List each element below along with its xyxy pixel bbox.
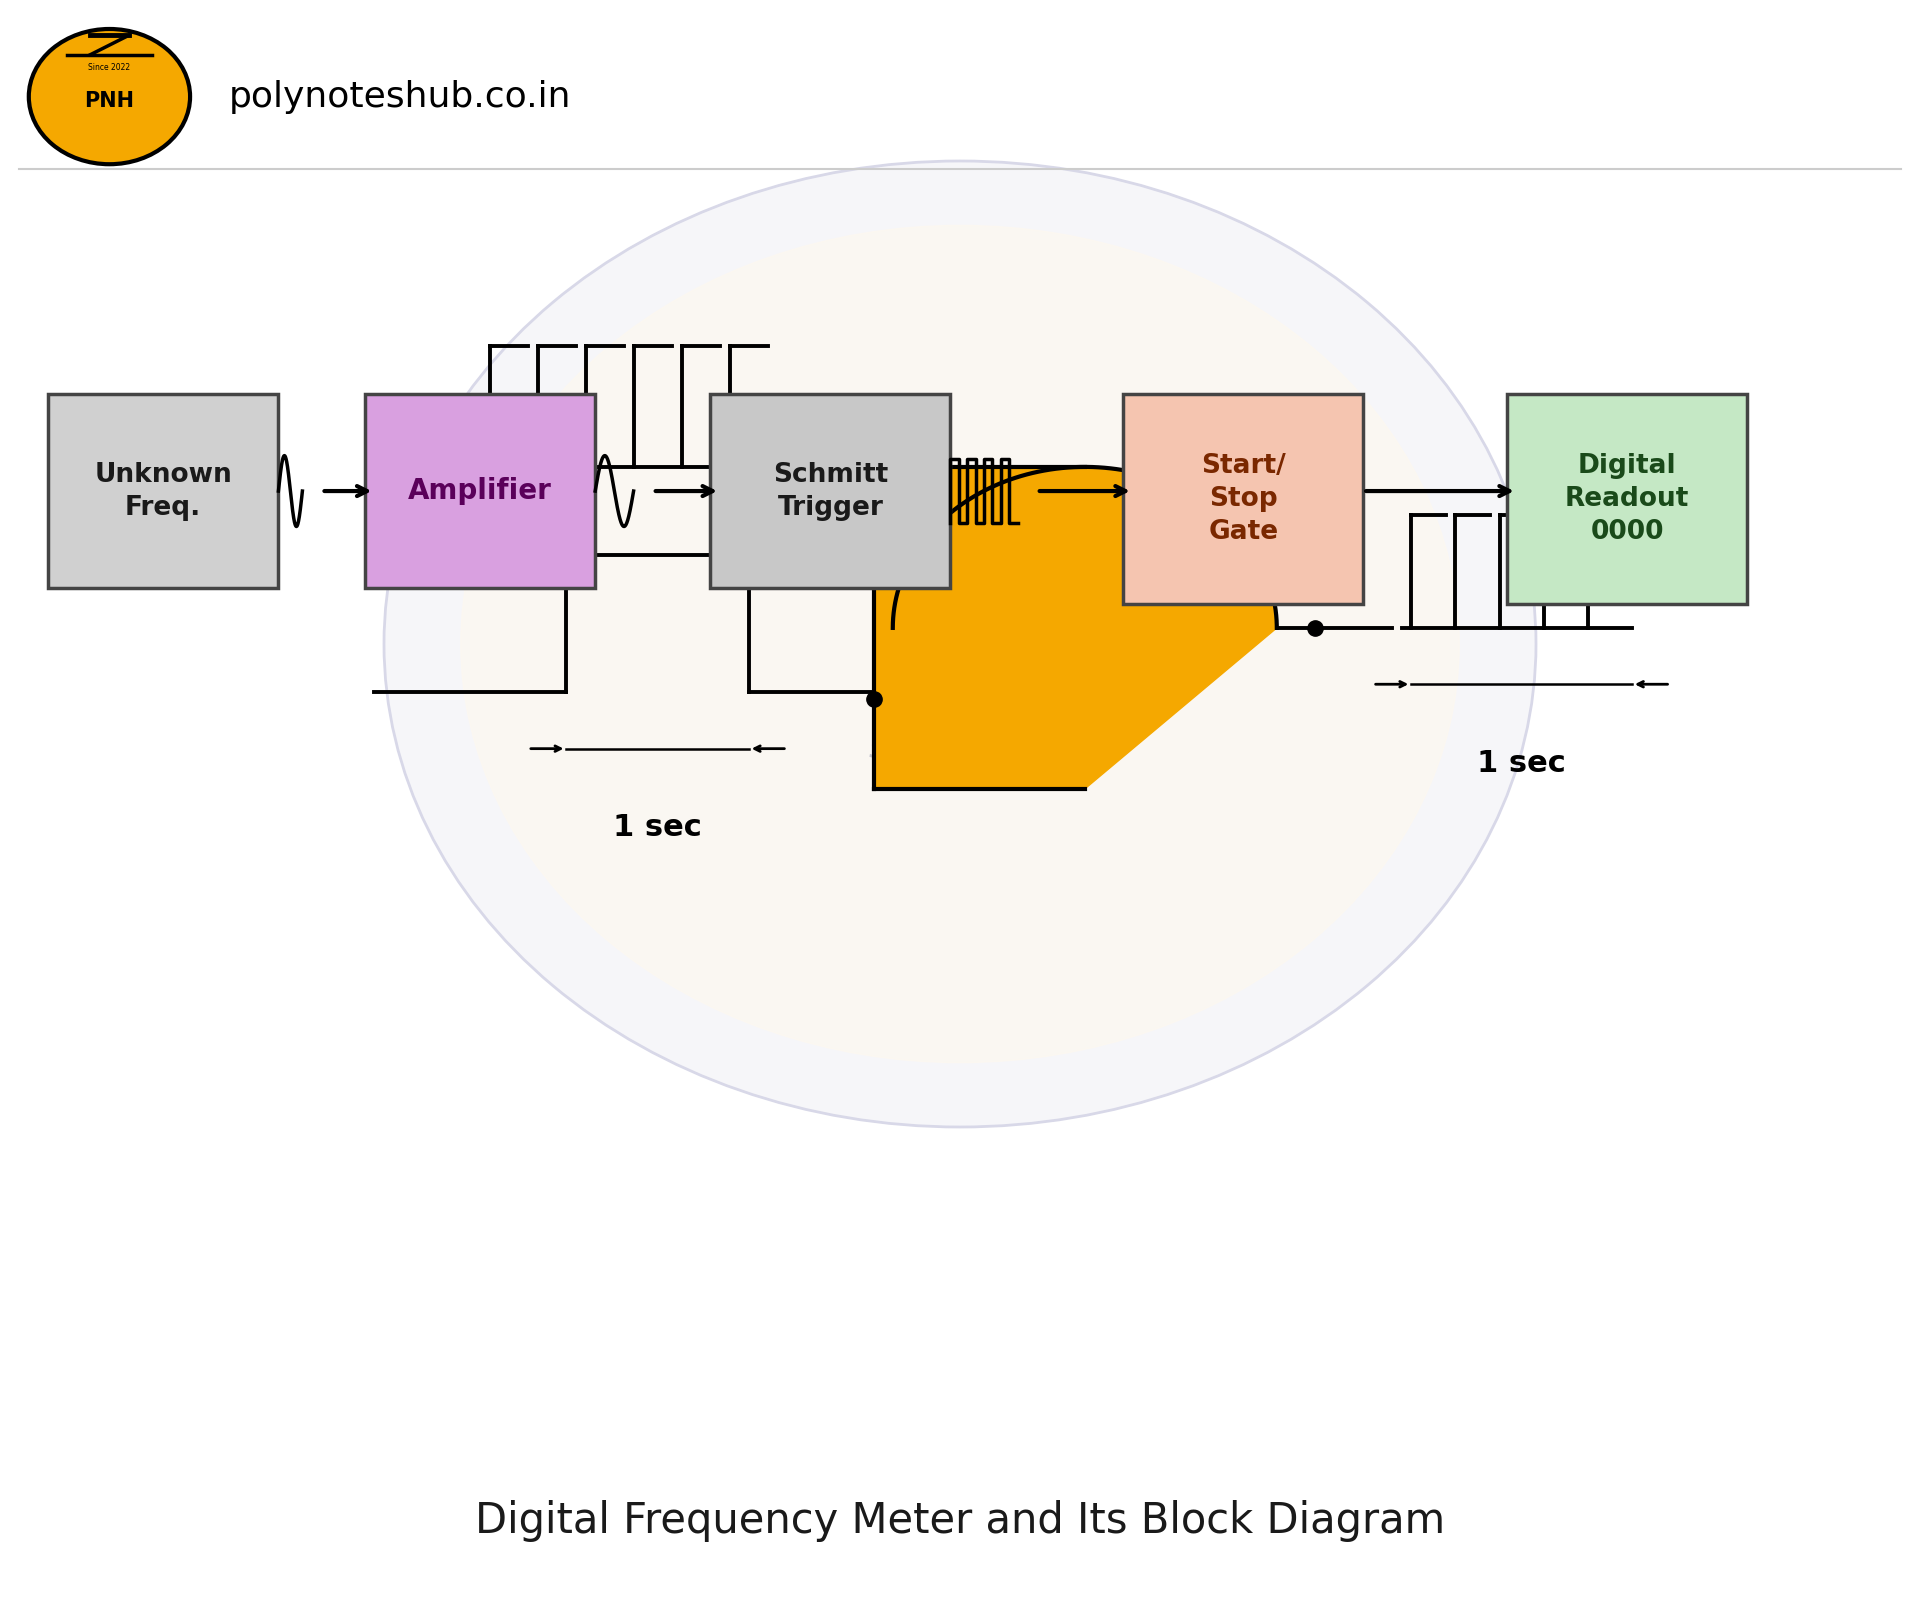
Text: since 2022: since 2022 [870, 733, 1050, 765]
Text: PNH: PNH [84, 92, 134, 111]
Polygon shape [874, 467, 1277, 789]
Text: 1 sec: 1 sec [612, 813, 703, 842]
FancyBboxPatch shape [48, 394, 278, 588]
FancyBboxPatch shape [1507, 394, 1747, 604]
Text: Unknown
Freq.: Unknown Freq. [94, 462, 232, 520]
Text: Start/
Stop
Gate: Start/ Stop Gate [1200, 452, 1286, 546]
Circle shape [461, 225, 1459, 1063]
Circle shape [29, 29, 190, 164]
Text: Amplifier: Amplifier [409, 477, 551, 506]
Text: Schmitt
Trigger: Schmitt Trigger [772, 462, 889, 520]
FancyBboxPatch shape [365, 394, 595, 588]
Text: Since 2022: Since 2022 [88, 63, 131, 72]
Text: 1 sec: 1 sec [1476, 749, 1567, 778]
Circle shape [384, 161, 1536, 1127]
FancyBboxPatch shape [710, 394, 950, 588]
FancyBboxPatch shape [1123, 394, 1363, 604]
Text: Digital
Readout
0000: Digital Readout 0000 [1565, 452, 1690, 546]
Text: Digital Frequency Meter and Its Block Diagram: Digital Frequency Meter and Its Block Di… [474, 1501, 1446, 1542]
Text: polynoteshub.co.in: polynoteshub.co.in [228, 79, 570, 114]
